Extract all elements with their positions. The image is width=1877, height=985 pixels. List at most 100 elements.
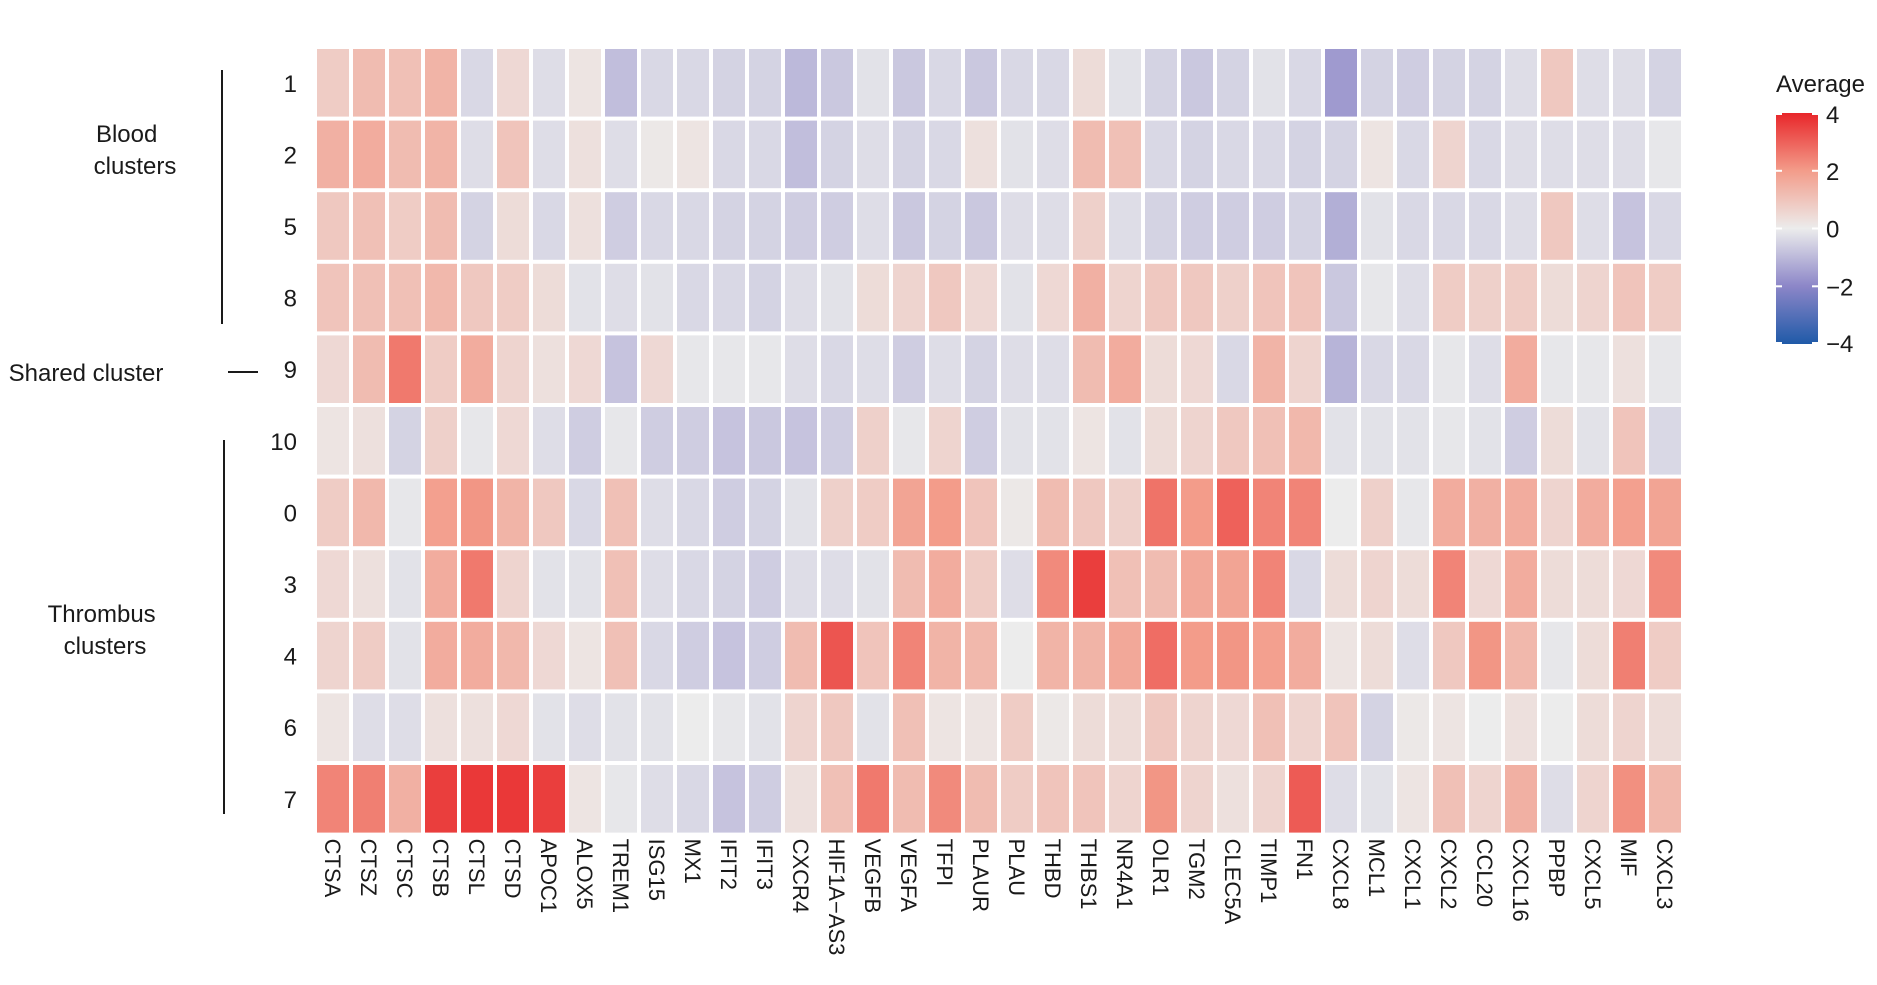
- heatmap-cell-0-TFPI: [929, 478, 961, 547]
- row-label-2: 2: [284, 142, 297, 169]
- heatmap-cell-4-HIF1A−AS3: [821, 621, 853, 690]
- heatmap-cell-7-CXCL3: [1649, 765, 1681, 833]
- heatmap-cell-4-IFIT2: [713, 621, 745, 690]
- heatmap-cell-0-HIF1A−AS3: [821, 478, 853, 547]
- column-label-cxcr4: CXCR4: [788, 839, 813, 914]
- heatmap-cell-6-IFIT2: [713, 693, 745, 761]
- heatmap-cell-6-CXCL8: [1325, 693, 1357, 761]
- heatmap-cell-9-FN1: [1289, 335, 1321, 403]
- column-label-ifit3: IFIT3: [752, 839, 777, 890]
- heatmap-cell-1-CCL20: [1469, 49, 1501, 117]
- heatmap-cell-9-CTSZ: [353, 335, 385, 403]
- heatmap-cell-6-CXCL16: [1505, 693, 1537, 761]
- heatmap-cell-3-CTSL: [461, 550, 493, 618]
- heatmap-cell-4-PLAU: [1001, 621, 1033, 690]
- heatmap-cell-6-HIF1A−AS3: [821, 693, 853, 761]
- heatmap-cell-10-CLEC5A: [1217, 407, 1249, 475]
- heatmap-cell-2-CTSD: [497, 120, 529, 189]
- column-label-ctsz: CTSZ: [356, 839, 381, 896]
- legend-title: Average: [1776, 71, 1865, 98]
- heatmap-cell-0-TREM1: [605, 478, 637, 547]
- heatmap-cell-0-PPBP: [1541, 478, 1573, 547]
- heatmap-cell-4-CXCL2: [1433, 621, 1465, 690]
- heatmap-cell-3-CXCL5: [1577, 550, 1609, 618]
- heatmap-cell-8-TIMP1: [1253, 263, 1285, 332]
- heatmap-cell-8-PLAUR: [965, 263, 997, 332]
- heatmap-cell-7-TREM1: [605, 765, 637, 833]
- heatmap-cell-4-CTSZ: [353, 621, 385, 690]
- thrombus-clusters-label-line-2: clusters: [64, 633, 147, 660]
- heatmap-cell-2-PPBP: [1541, 120, 1573, 189]
- column-label-plaur: PLAUR: [968, 839, 993, 912]
- column-label-cxcl5: CXCL5: [1580, 839, 1605, 910]
- heatmap-cell-2-CTSA: [317, 120, 349, 189]
- heatmap-cell-1-TIMP1: [1253, 49, 1285, 117]
- column-labels: CTSA CTSZ CTSC CTSB CTSL CTSD APOC1 ALOX5 TREM1 I…: [320, 839, 1677, 956]
- heatmap-cell-8-MCL1: [1361, 263, 1393, 332]
- heatmap-cell-8-FN1: [1289, 263, 1321, 332]
- heatmap-cell-4-MX1: [677, 621, 709, 690]
- heatmap-cell-0-TGM2: [1181, 478, 1213, 547]
- heatmap-cell-4-CLEC5A: [1217, 621, 1249, 690]
- heatmap-cell-0-MIF: [1613, 478, 1645, 547]
- heatmap-cell-1-PLAU: [1001, 49, 1033, 117]
- heatmap-cell-7-TGM2: [1181, 765, 1213, 833]
- row-label-7: 7: [284, 787, 297, 814]
- heatmap-cell-7-THBD: [1037, 765, 1069, 833]
- heatmap-cell-5-CXCL8: [1325, 192, 1357, 260]
- heatmap-cell-6-CTSL: [461, 693, 493, 761]
- heatmap-cell-7-CXCL8: [1325, 765, 1357, 833]
- heatmap-cell-7-FN1: [1289, 765, 1321, 833]
- heatmap-cell-9-CTSC: [389, 335, 421, 403]
- heatmap-cell-3-CTSZ: [353, 550, 385, 618]
- heatmap-cell-5-CLEC5A: [1217, 192, 1249, 260]
- heatmap-cell-5-PLAUR: [965, 192, 997, 260]
- legend-tick-label-0: 0: [1826, 217, 1839, 244]
- heatmap-cell-3-CXCL8: [1325, 550, 1357, 618]
- heatmap-cell-5-ALOX5: [569, 192, 601, 260]
- heatmap-cell-4-MIF: [1613, 621, 1645, 690]
- heatmap-cell-5-CTSA: [317, 192, 349, 260]
- heatmap-cell-8-CXCR4: [785, 263, 817, 332]
- heatmap-cell-1-MCL1: [1361, 49, 1393, 117]
- heatmap-cell-2-MCL1: [1361, 120, 1393, 189]
- heatmap-cell-1-ISG15: [641, 49, 673, 117]
- heatmap-cell-3-IFIT2: [713, 550, 745, 618]
- heatmap-cell-10-TIMP1: [1253, 407, 1285, 475]
- heatmap-cell-3-CTSC: [389, 550, 421, 618]
- heatmap-cell-6-ALOX5: [569, 693, 601, 761]
- heatmap-cell-3-IFIT3: [749, 550, 781, 618]
- heatmap-cell-4-CTSD: [497, 621, 529, 690]
- heatmap-cell-9-TIMP1: [1253, 335, 1285, 403]
- heatmap-cell-7-TFPI: [929, 765, 961, 833]
- heatmap-cell-1-PPBP: [1541, 49, 1573, 117]
- column-label-hif1a−as3: HIF1A−AS3: [824, 839, 849, 956]
- heatmap-cell-0-IFIT2: [713, 478, 745, 547]
- heatmap-cell-1-HIF1A−AS3: [821, 49, 853, 117]
- legend-tick-label--4: −4: [1826, 331, 1853, 358]
- group-annotations: Blood clusters Shared cluster Thrombus c…: [9, 70, 258, 814]
- heatmap-cell-6-FN1: [1289, 693, 1321, 761]
- heatmap-cell-2-FN1: [1289, 120, 1321, 189]
- heatmap-cell-0-CXCL8: [1325, 478, 1357, 547]
- heatmap-cell-3-THBS1: [1073, 550, 1105, 618]
- heatmap-cell-10-CTSC: [389, 407, 421, 475]
- heatmap-cell-3-PLAUR: [965, 550, 997, 618]
- heatmap-cell-1-CXCL8: [1325, 49, 1357, 117]
- heatmap-cell-9-CTSB: [425, 335, 457, 403]
- heatmap-cell-3-ISG15: [641, 550, 673, 618]
- heatmap-cell-1-CTSD: [497, 49, 529, 117]
- heatmap-cell-9-ISG15: [641, 335, 673, 403]
- heatmap-cell-8-CLEC5A: [1217, 263, 1249, 332]
- heatmap-cell-2-ALOX5: [569, 120, 601, 189]
- heatmap-cell-1-CXCL16: [1505, 49, 1537, 117]
- heatmap-cell-0-ISG15: [641, 478, 673, 547]
- heatmap-cell-5-OLR1: [1145, 192, 1177, 260]
- column-label-cxcl3: CXCL3: [1652, 839, 1677, 910]
- heatmap-cell-1-MX1: [677, 49, 709, 117]
- heatmap-cell-9-MCL1: [1361, 335, 1393, 403]
- heatmap-cell-2-TGM2: [1181, 120, 1213, 189]
- heatmap-cell-1-CXCL2: [1433, 49, 1465, 117]
- heatmap-cell-10-NR4A1: [1109, 407, 1141, 475]
- heatmap-cell-2-TREM1: [605, 120, 637, 189]
